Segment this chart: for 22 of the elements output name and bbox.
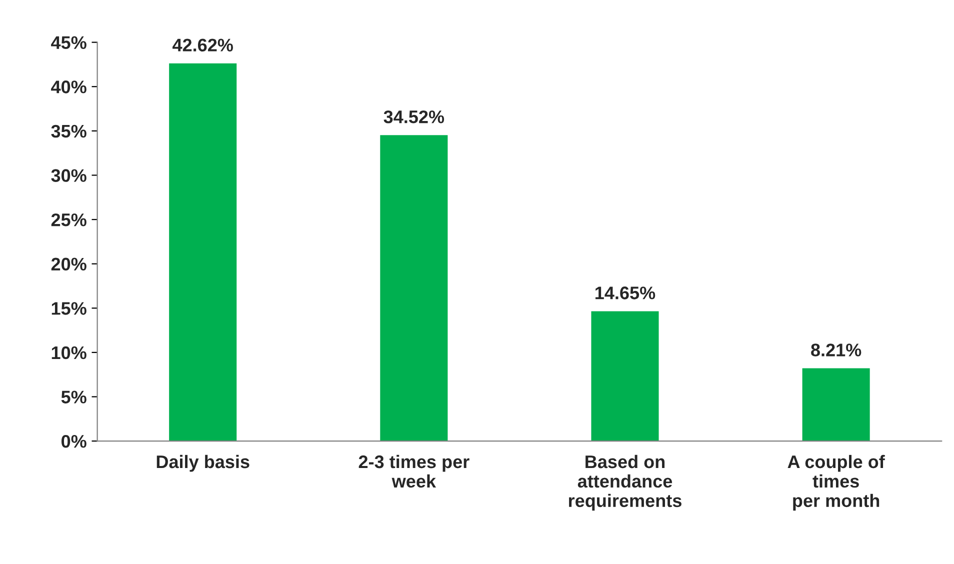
x-tick-label: Based on attendance requirements (568, 454, 682, 511)
data-label: 14.65% (596, 286, 656, 300)
y-tick-label: 35% (51, 124, 86, 138)
bar (591, 311, 659, 442)
bar (380, 135, 448, 442)
bar (802, 368, 870, 442)
y-tick-label: 10% (52, 346, 86, 360)
y-tick-label: 5% (61, 390, 86, 404)
y-tick-label: 15% (52, 302, 86, 315)
y-tick-label: 30% (51, 169, 86, 182)
y-tick-label: 0% (62, 434, 86, 448)
y-tick-label: 20% (51, 258, 86, 271)
x-tick-label: Daily basis (156, 454, 250, 472)
x-tick-label: A couple of times per month (788, 454, 885, 511)
data-label: 8.21% (811, 344, 862, 356)
data-label: 34.52% (384, 110, 444, 124)
x-tick-label: 2-3 times per week (358, 454, 470, 488)
bar (169, 63, 237, 442)
y-tick-label: 25% (51, 213, 86, 226)
y-tick-label: 45% (51, 36, 86, 50)
data-label: 42.62% (172, 38, 233, 52)
y-tick-label: 40% (51, 80, 86, 94)
